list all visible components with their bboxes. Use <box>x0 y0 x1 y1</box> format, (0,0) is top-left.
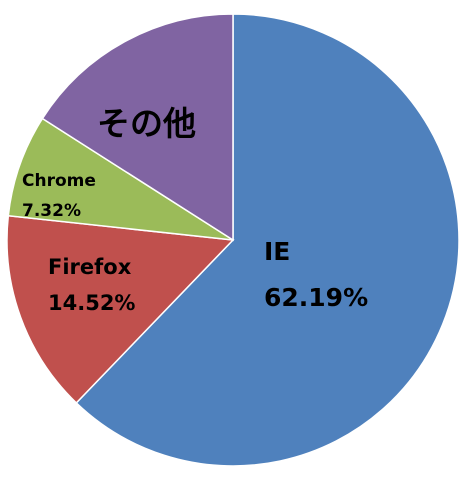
slice-value-label-2: 14.52% <box>48 291 135 315</box>
slice-value-label-3: 7.32% <box>22 201 81 221</box>
pie-slice-1 <box>75 13 460 467</box>
pie-slice-2 <box>6 214 235 404</box>
slice-name-label-3: Chrome <box>22 171 96 191</box>
slice-name-label-2: Firefox <box>48 255 132 279</box>
slice-name-label-4: その他 <box>97 104 196 143</box>
slice-value-label-1: 62.19% <box>264 283 368 312</box>
pie-slice-4 <box>41 13 234 242</box>
slice-name-label-1: IE <box>264 237 290 266</box>
pie-slice-3 <box>7 117 234 241</box>
